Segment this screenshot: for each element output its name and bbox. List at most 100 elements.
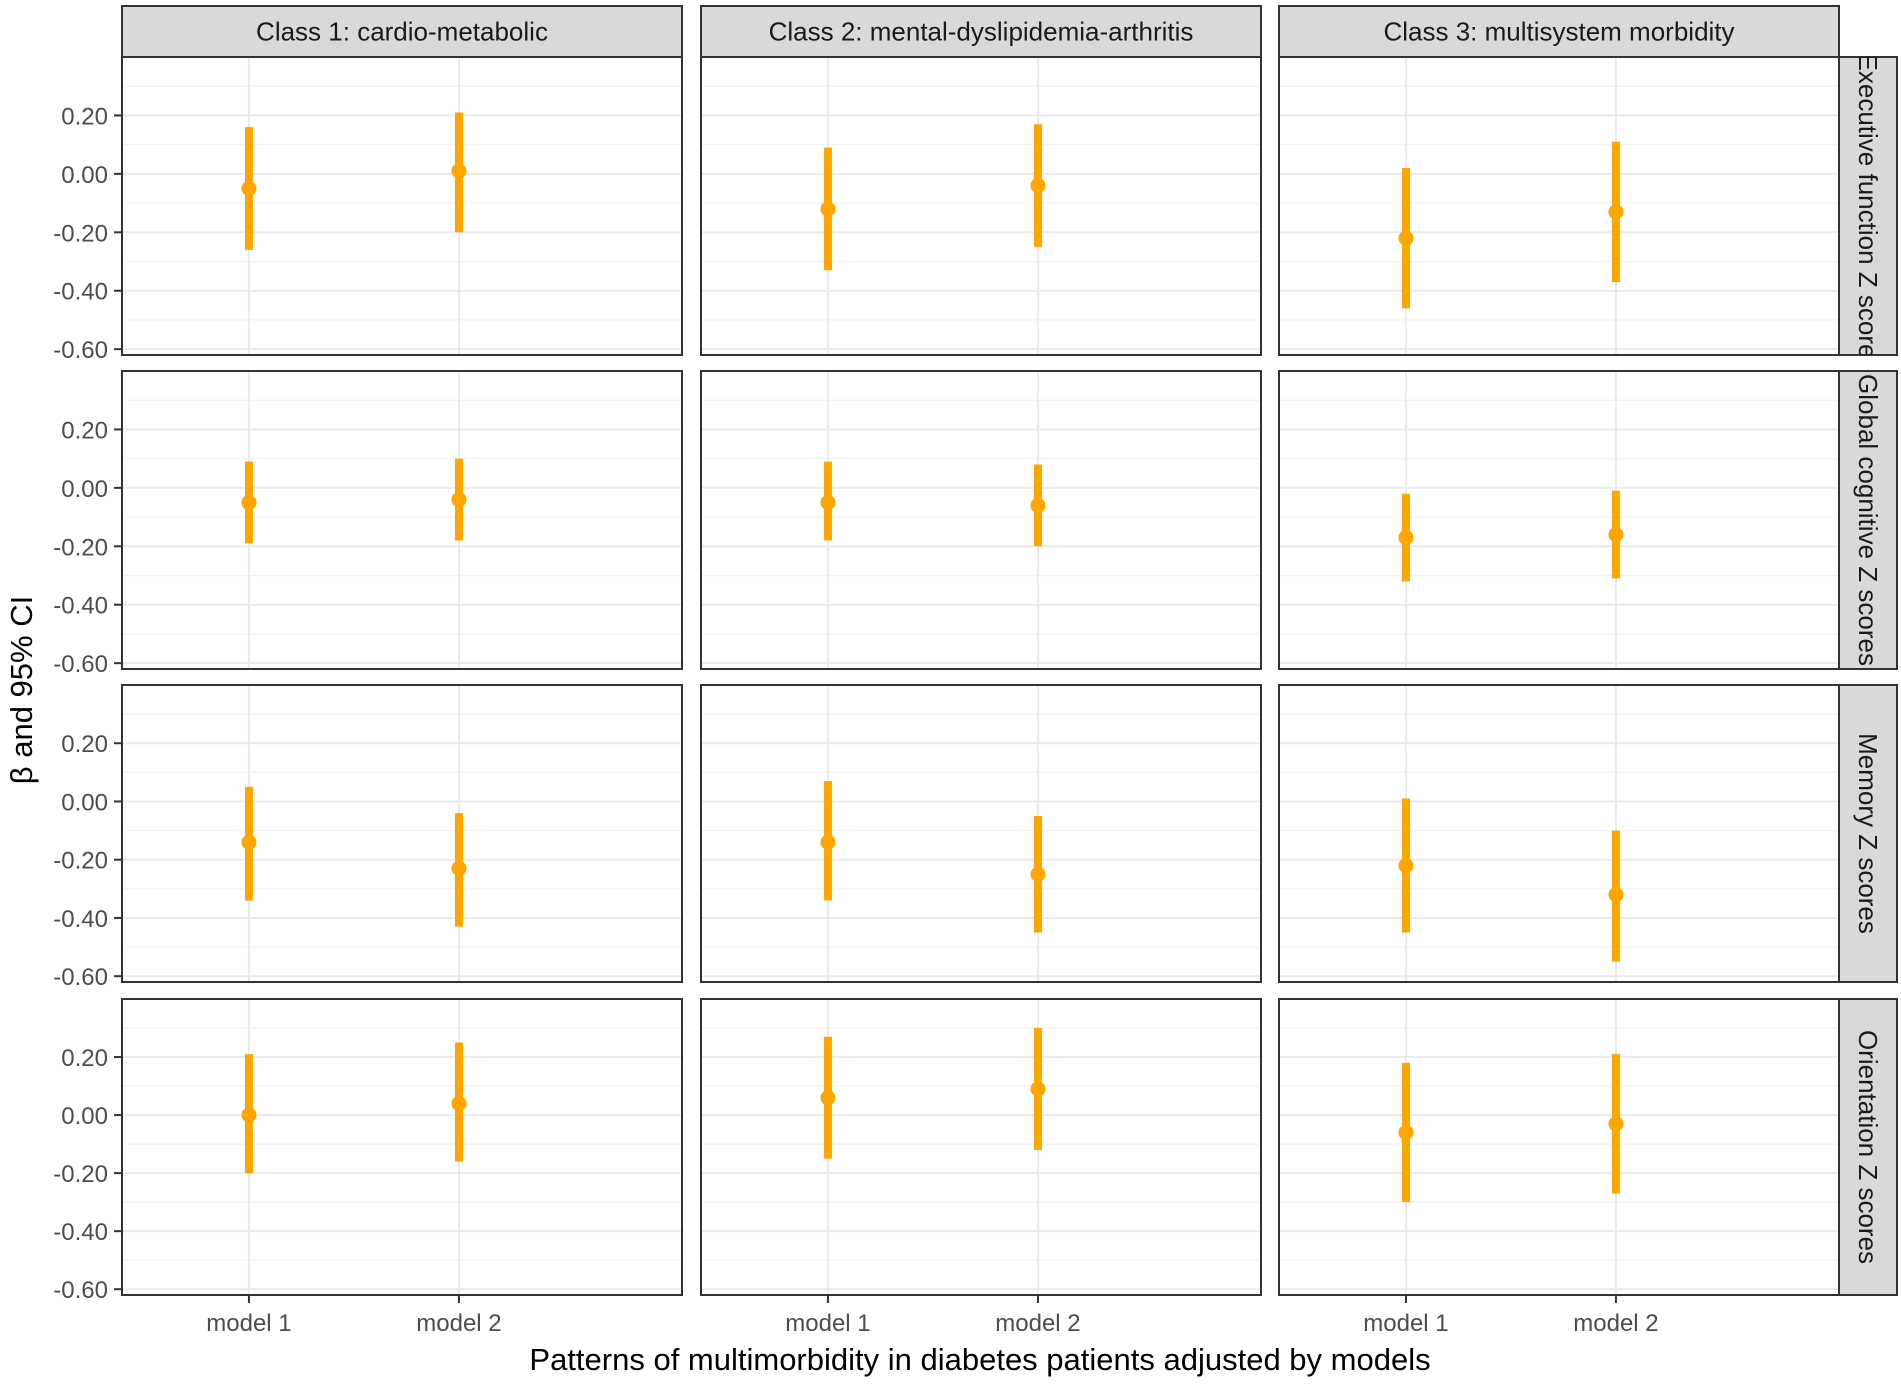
panel-background (1279, 57, 1839, 355)
y-tick-label: 0.20 (61, 417, 108, 444)
y-tick-label: 0.00 (61, 1103, 108, 1130)
panel-border (700, 998, 1262, 1296)
x-tick-label: model 2 (416, 1310, 501, 1337)
y-tick-label: -0.60 (53, 651, 108, 678)
panel-r3-c3 (1278, 684, 1840, 983)
y-tick-label: -0.40 (53, 593, 108, 620)
panel-background (122, 57, 682, 355)
panel-border (700, 370, 1262, 670)
y-axis-title: β and 95% CI (4, 596, 39, 784)
estimate-point-r3-c2-model-1 (820, 834, 836, 850)
row-strip-4 (1838, 998, 1898, 1296)
panel-background (122, 371, 682, 669)
panel-r4-c1 (121, 998, 683, 1296)
y-tick-label: -0.40 (53, 906, 108, 933)
y-tick-label: 0.20 (61, 1045, 108, 1072)
y-tick-label: 0.00 (61, 162, 108, 189)
y-tick-label: 0.20 (61, 731, 108, 758)
x-tick-label: model 1 (1363, 1310, 1448, 1337)
panel-background (1279, 371, 1839, 669)
estimate-point-r2-c2-model-2 (1030, 497, 1046, 513)
panel-background (701, 57, 1261, 355)
row-strip-3 (1838, 684, 1898, 983)
panel-background (122, 999, 682, 1295)
estimate-point-r4-c3-model-1 (1398, 1124, 1414, 1140)
estimate-point-r2-c1-model-2 (451, 492, 467, 508)
column-strip-label-1: Class 1: cardio-metabolic (256, 17, 548, 47)
estimate-point-r4-c3-model-2 (1608, 1116, 1624, 1132)
y-tick-label: -0.20 (53, 220, 108, 247)
y-tick-label: 0.20 (61, 103, 108, 130)
column-strip-1 (121, 5, 683, 58)
x-tick-label: model 1 (206, 1310, 291, 1337)
estimate-point-r3-c1-model-1 (241, 834, 257, 850)
y-tick-label: -0.60 (53, 1277, 108, 1304)
panel-background (701, 685, 1261, 982)
estimate-point-r1-c1-model-1 (241, 180, 257, 196)
estimate-point-r3-c1-model-2 (451, 860, 467, 876)
column-strip-label-2: Class 2: mental-dyslipidemia-arthritis (769, 17, 1194, 47)
column-strip-label-3: Class 3: multisystem morbidity (1383, 17, 1734, 47)
panel-border (121, 998, 683, 1296)
estimate-point-r3-c2-model-2 (1030, 866, 1046, 882)
row-strip-label-2: Global cognitive Z scores (1853, 374, 1883, 666)
y-tick-label: 0.00 (61, 789, 108, 816)
y-tick-label: -0.20 (53, 534, 108, 561)
estimate-point-r4-c1-model-2 (451, 1095, 467, 1111)
panel-background (1279, 999, 1839, 1295)
panel-r2-c3 (1278, 370, 1840, 670)
row-strip-label-1: Executive function Z score (1853, 54, 1883, 359)
panel-background (122, 685, 682, 982)
estimate-point-r1-c3-model-1 (1398, 230, 1414, 246)
x-tick-label: model 1 (785, 1310, 870, 1337)
panel-r1-c2 (700, 56, 1262, 356)
estimate-point-r3-c3-model-2 (1608, 887, 1624, 903)
panel-r3-c2 (700, 684, 1262, 983)
y-tick-label: 0.00 (61, 476, 108, 503)
y-tick-label: -0.60 (53, 337, 108, 364)
row-strip-label-4: Orientation Z scores (1853, 1030, 1883, 1264)
panel-background (701, 999, 1261, 1295)
panel-border (700, 684, 1262, 983)
panel-background (1279, 685, 1839, 982)
panel-border (121, 684, 683, 983)
panel-r2-c1 (121, 370, 683, 670)
estimate-point-r2-c3-model-2 (1608, 527, 1624, 543)
estimate-point-r2-c2-model-1 (820, 494, 836, 510)
y-tick-label: -0.40 (53, 1219, 108, 1246)
estimate-point-r2-c3-model-1 (1398, 530, 1414, 546)
panel-r1-c1 (121, 56, 683, 356)
y-tick-label: -0.40 (53, 279, 108, 306)
x-tick-label: model 2 (995, 1310, 1080, 1337)
estimate-point-r3-c3-model-1 (1398, 858, 1414, 874)
estimate-point-r1-c2-model-2 (1030, 178, 1046, 194)
panel-background (701, 371, 1261, 669)
column-strip-2 (700, 5, 1262, 58)
x-tick-label: model 2 (1573, 1310, 1658, 1337)
row-strip-2 (1838, 370, 1898, 670)
estimate-point-r1-c2-model-1 (820, 201, 836, 217)
panel-r3-c1 (121, 684, 683, 983)
y-tick-label: -0.20 (53, 1161, 108, 1188)
panel-r4-c2 (700, 998, 1262, 1296)
estimate-point-r4-c2-model-2 (1030, 1081, 1046, 1097)
column-strip-3 (1278, 5, 1840, 58)
row-strip-label-3: Memory Z scores (1853, 733, 1883, 934)
y-tick-label: -0.20 (53, 848, 108, 875)
estimate-point-r2-c1-model-1 (241, 494, 257, 510)
panel-r2-c2 (700, 370, 1262, 670)
estimate-point-r4-c1-model-1 (241, 1107, 257, 1123)
estimate-point-r1-c3-model-2 (1608, 204, 1624, 220)
row-strip-1 (1838, 56, 1898, 356)
panel-r4-c3 (1278, 998, 1840, 1296)
axes: 0.20 0.00 -0.20 -0.40 -0.60 0.20 0.00 -0.20 -0.4… (53, 103, 1658, 1337)
column-strips: Class 1: cardio-metabolic Class 2: mental… (121, 5, 1840, 58)
facet-panels (121, 56, 1840, 1296)
panel-border (121, 370, 683, 670)
estimate-point-r1-c1-model-2 (451, 163, 467, 179)
row-strips: Executive function Z score Global cogniti… (1838, 54, 1898, 1296)
estimate-point-r4-c2-model-1 (820, 1090, 836, 1106)
y-tick-label: -0.60 (53, 964, 108, 991)
panel-r1-c3 (1278, 56, 1840, 356)
